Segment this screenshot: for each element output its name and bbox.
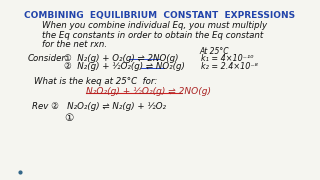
- Text: k₁ = 4×10⁻¹⁰: k₁ = 4×10⁻¹⁰: [201, 54, 254, 63]
- Text: N₂O₂(g) + ½O₂(g) ⇌ 2NO(g): N₂O₂(g) + ½O₂(g) ⇌ 2NO(g): [86, 87, 212, 96]
- Text: When you combine individual Eq, you must multiply: When you combine individual Eq, you must…: [42, 21, 268, 30]
- Text: COMBINING  EQUILIBRIUM  CONSTANT  EXPRESSIONS: COMBINING EQUILIBRIUM CONSTANT EXPRESSIO…: [24, 11, 296, 20]
- Text: for the net rxn.: for the net rxn.: [42, 40, 108, 49]
- Text: Rev ②   N₂O₂(g) ⇌ N₂(g) + ½O₂: Rev ② N₂O₂(g) ⇌ N₂(g) + ½O₂: [32, 102, 166, 111]
- Text: ①  N₂(g) + O₂(g) ⇌ 2NO(g): ① N₂(g) + O₂(g) ⇌ 2NO(g): [64, 54, 179, 63]
- Text: the Eq constants in order to obtain the Eq constant: the Eq constants in order to obtain the …: [42, 31, 264, 40]
- Text: Consider:: Consider:: [28, 54, 68, 63]
- Text: What is the keq at 25°C  for:: What is the keq at 25°C for:: [34, 77, 157, 86]
- Text: ①: ①: [64, 113, 74, 123]
- Text: At 25°C: At 25°C: [200, 46, 229, 55]
- Text: ②  N₂(g) + ½O₂(g) ⇌ NO₂(g): ② N₂(g) + ½O₂(g) ⇌ NO₂(g): [64, 62, 185, 71]
- Text: k₂ = 2.4×10⁻⁸: k₂ = 2.4×10⁻⁸: [201, 62, 258, 71]
